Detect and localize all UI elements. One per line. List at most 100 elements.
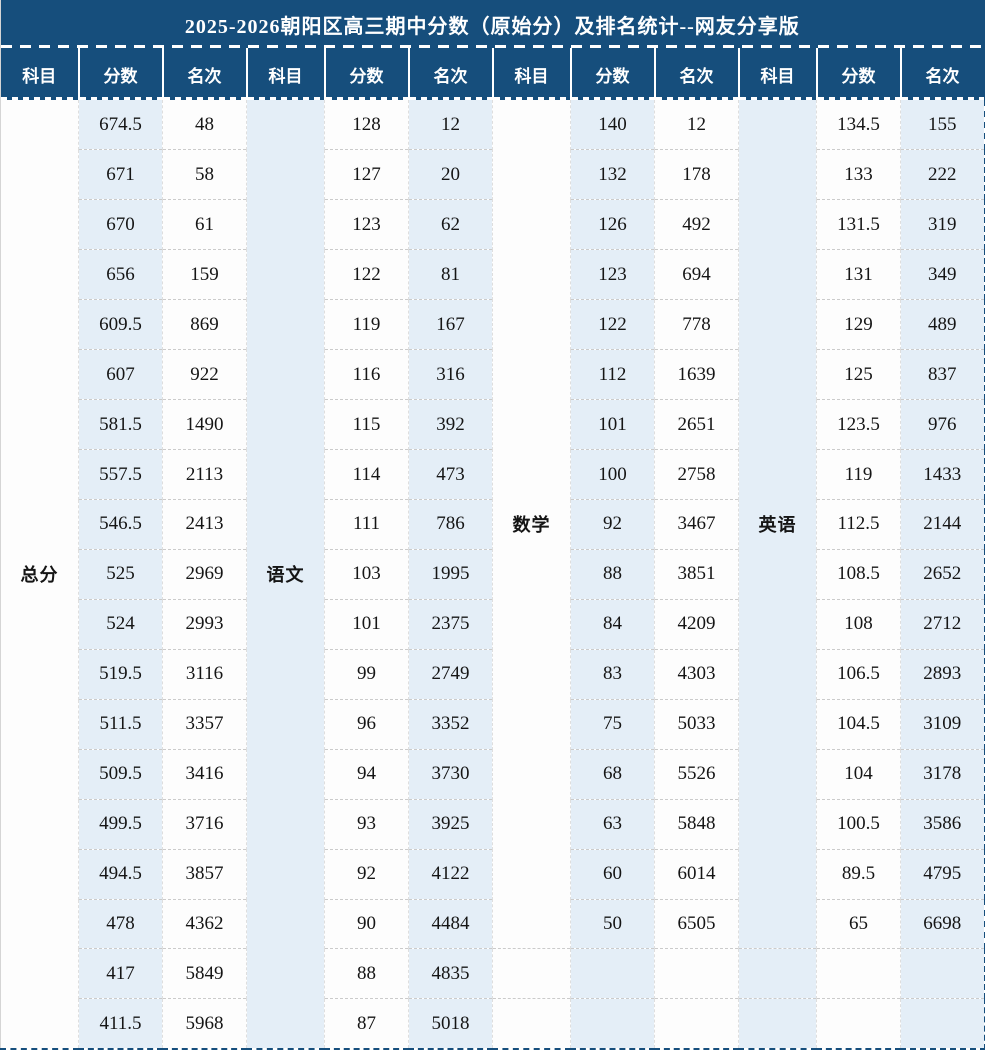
score-cell: 114	[324, 449, 409, 500]
header-cell-subject-4: 科目	[737, 48, 817, 100]
score-cell	[570, 948, 655, 999]
score-cell: 104	[816, 748, 901, 800]
rank-cell: 2144	[899, 499, 985, 550]
rank-cell: 489	[899, 299, 985, 350]
score-cell: 100	[570, 449, 655, 500]
table-row: 总分 674.5 48 语文 128 12 数学 140 12 英语 134.5 155	[0, 100, 985, 1049]
rank-cell: 155	[899, 100, 985, 150]
table-row: 609.5 869 119 167 122 778 129 489	[1, 299, 985, 350]
table-row: 511.5 3357 96 3352 75 5033 104.5 3109	[1, 698, 985, 750]
rank-cell: 2969	[162, 548, 247, 600]
rank-cell: 2758	[654, 449, 739, 500]
rank-cell: 6698	[899, 898, 985, 949]
score-cell: 100.5	[816, 798, 901, 850]
subject-cell-1: 总分	[0, 100, 79, 1049]
rank-cell: 5526	[654, 748, 739, 800]
table-row: 411.5 5968 87 5018	[1, 998, 985, 1049]
score-cell: 63	[570, 798, 655, 850]
subject-cell-2: 语文	[246, 100, 325, 1049]
rank-cell: 3178	[899, 748, 985, 800]
subject-cell-4: 英语	[738, 100, 817, 949]
score-cell: 123.5	[816, 399, 901, 450]
table-row: 671 58 127 20 132 178 133 222	[1, 149, 985, 200]
score-cell: 68	[570, 748, 655, 800]
rank-cell: 4484	[408, 898, 493, 949]
score-cell: 90	[324, 898, 409, 949]
rank-cell: 3851	[654, 548, 739, 600]
table-row: 557.5 2113 114 473 100 2758 119 1433	[1, 449, 985, 500]
score-cell: 89.5	[816, 848, 901, 899]
score-cell: 112.5	[816, 499, 901, 550]
rank-cell: 319	[899, 199, 985, 250]
rank-cell	[899, 948, 985, 999]
rank-cell: 6505	[654, 898, 739, 949]
header-cell-rank-3: 名次	[653, 48, 739, 100]
score-cell: 607	[78, 349, 163, 400]
score-cell: 50	[570, 898, 655, 949]
score-cell: 132	[570, 149, 655, 200]
score-cell: 131.5	[816, 199, 901, 250]
score-cell: 609.5	[78, 299, 163, 350]
table-row: 670 61 123 62 126 492 131.5 319	[1, 199, 985, 250]
score-cell: 140	[570, 100, 655, 150]
score-cell: 101	[324, 598, 409, 650]
score-cell: 125	[816, 349, 901, 400]
score-cell: 116	[324, 349, 409, 400]
rank-cell: 473	[408, 449, 493, 500]
rank-cell: 159	[162, 249, 247, 300]
table-row: 524 2993 101 2375 84 4209 108 2712	[1, 598, 985, 650]
score-cell: 511.5	[78, 698, 163, 750]
header-cell-subject-3: 科目	[491, 48, 571, 100]
score-cell: 119	[324, 299, 409, 350]
rank-cell: 1639	[654, 349, 739, 400]
rank-cell: 178	[654, 149, 739, 200]
score-cell: 417	[78, 948, 163, 999]
rank-cell: 3857	[162, 848, 247, 899]
rank-cell: 48	[162, 100, 247, 150]
score-cell: 129	[816, 299, 901, 350]
rank-cell: 349	[899, 249, 985, 300]
rank-cell	[899, 998, 985, 1049]
header-cell-rank-2: 名次	[407, 48, 493, 100]
table-row: 509.5 3416 94 3730 68 5526 104 3178	[1, 748, 985, 800]
score-cell	[570, 998, 655, 1049]
score-cell: 112	[570, 349, 655, 400]
score-cell: 122	[570, 299, 655, 350]
score-cell: 94	[324, 748, 409, 800]
score-cell: 131	[816, 249, 901, 300]
table-row: 581.5 1490 115 392 101 2651 123.5 976	[1, 399, 985, 450]
rank-cell: 3730	[408, 748, 493, 800]
rank-cell: 3467	[654, 499, 739, 550]
rank-cell: 4362	[162, 898, 247, 949]
header-cell-score-2: 分数	[323, 48, 409, 100]
rank-cell: 922	[162, 349, 247, 400]
rank-cell: 58	[162, 149, 247, 200]
table-row: 656 159 122 81 123 694 131 349	[1, 249, 985, 300]
rank-cell: 5848	[654, 798, 739, 850]
score-cell: 546.5	[78, 499, 163, 550]
score-cell: 525	[78, 548, 163, 600]
score-cell: 122	[324, 249, 409, 300]
table-row: 494.5 3857 92 4122 60 6014 89.5 4795	[1, 848, 985, 899]
score-cell	[816, 998, 901, 1049]
score-cell: 128	[324, 100, 409, 150]
score-cell: 509.5	[78, 748, 163, 800]
score-cell: 83	[570, 648, 655, 700]
rank-cell: 778	[654, 299, 739, 350]
score-cell: 656	[78, 249, 163, 300]
score-cell: 674.5	[78, 100, 163, 150]
header-cell-score-1: 分数	[77, 48, 163, 100]
score-cell: 126	[570, 199, 655, 250]
header-cell-rank-1: 名次	[161, 48, 247, 100]
rank-cell	[654, 998, 739, 1049]
score-cell: 84	[570, 598, 655, 650]
header-cell-rank-4: 名次	[899, 48, 985, 100]
rank-cell: 5033	[654, 698, 739, 750]
score-cell: 96	[324, 698, 409, 750]
score-cell: 134.5	[816, 100, 901, 150]
rank-cell: 976	[899, 399, 985, 450]
rank-cell: 837	[899, 349, 985, 400]
rank-cell: 3116	[162, 648, 247, 700]
score-cell: 92	[570, 499, 655, 550]
